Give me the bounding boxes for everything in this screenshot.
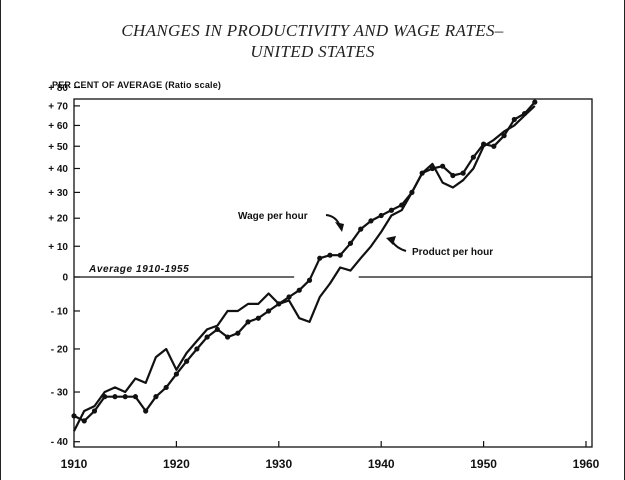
y-tick-label: + 70 (48, 101, 68, 112)
product-per-hour-annotation: Product per hour (412, 247, 493, 258)
wage-per-hour-point (440, 163, 446, 169)
wage-per-hour-point (286, 294, 292, 300)
x-tick-label: 1930 (265, 457, 292, 471)
chart-title-line-1: CHANGES IN PRODUCTIVITY AND WAGE RATES– (121, 21, 504, 40)
wage-per-hour-point (245, 319, 251, 325)
y-tick-label: + 30 (48, 188, 68, 199)
wage-per-hour-point (511, 116, 517, 123)
y-tick-label: - 40 (51, 437, 69, 448)
wage-per-hour-point (347, 240, 354, 246)
wage-per-hour-point (296, 287, 302, 293)
wage-per-hour-point (112, 394, 118, 400)
wage-per-hour-point (255, 315, 261, 321)
wage-per-hour-point (317, 255, 323, 261)
wage-per-hour-point (71, 413, 77, 419)
axes-frame (73, 98, 593, 448)
wage-per-hour-point (153, 394, 159, 400)
y-axis-ticks: + 80 + 70 + 60 + 50 + 40 + 30 + 20 + 10 0 - 10 - 2… (48, 83, 80, 448)
wage-per-hour-point (460, 170, 466, 176)
y-tick-label: 0 (62, 273, 68, 284)
product-per-hour-line (73, 105, 536, 432)
average-line-label: Average 1910-1955 (88, 264, 189, 275)
wage-per-hour-point (122, 394, 128, 400)
x-tick-label: 1910 (61, 457, 88, 471)
x-tick-label: 1920 (163, 457, 190, 471)
average-reference-line: Average 1910-1955 (74, 264, 592, 278)
y-tick-label: - 10 (51, 306, 69, 317)
wage-per-hour-point (235, 330, 241, 336)
wage-per-hour-point (491, 143, 497, 149)
y-tick-label: + 60 (48, 121, 68, 132)
page-border-left (0, 0, 1, 480)
wage-per-hour-point (532, 99, 538, 105)
x-tick-label: 1950 (470, 457, 497, 471)
wage-per-hour-point (501, 133, 507, 139)
wage-per-hour-point (368, 218, 374, 224)
wage-per-hour-line (73, 101, 536, 422)
wage-per-hour-annotation: Wage per hour (238, 211, 308, 222)
wage-per-hour-point (450, 172, 456, 179)
y-tick-label: - 20 (51, 344, 69, 355)
wage-per-hour-point (378, 212, 384, 219)
wage-per-hour-point (143, 408, 149, 414)
x-tick-label: 1940 (368, 457, 395, 471)
wage-per-hour-point (132, 394, 139, 400)
product-arrow-icon (391, 240, 407, 252)
wage-per-hour-point (337, 252, 343, 258)
wage-per-hour-point (265, 308, 272, 314)
data-series (71, 99, 538, 432)
y-tick-label: + 50 (48, 142, 68, 153)
y-tick-label: + 10 (48, 242, 68, 253)
annotations: Wage per hour Product per hour (238, 211, 493, 258)
wage-per-hour-point (91, 408, 98, 414)
wage-per-hour-point (306, 277, 313, 283)
x-axis-ticks: 1910 1920 1930 1940 1950 1960 (61, 441, 600, 471)
wage-arrowhead-icon (335, 222, 344, 232)
y-tick-label: + 80 (48, 83, 68, 94)
wage-per-hour-point (163, 384, 169, 391)
y-tick-label: + 20 (48, 214, 68, 225)
y-axis-label: PER CENT OF AVERAGE (Ratio scale) (52, 80, 222, 90)
x-tick-label: 1960 (573, 457, 600, 471)
y-tick-label: + 40 (48, 164, 68, 175)
wage-per-hour-point (327, 252, 333, 258)
wage-per-hour-point (184, 358, 190, 364)
chart-title-line-2: UNITED STATES (250, 42, 375, 61)
wage-per-hour-point (204, 334, 210, 340)
wage-per-hour-point (194, 346, 200, 352)
wage-per-hour-point (214, 326, 220, 333)
wage-per-hour-point (470, 154, 476, 160)
wage-per-hour-point (358, 226, 364, 232)
product-arrowhead-icon (386, 236, 396, 245)
y-tick-label: - 30 (51, 388, 69, 399)
plot-frame (73, 98, 593, 448)
wage-per-hour-point (173, 371, 179, 377)
wage-per-hour-point (388, 207, 395, 213)
wage-per-hour-point (81, 418, 87, 424)
wage-per-hour-point (225, 334, 231, 340)
